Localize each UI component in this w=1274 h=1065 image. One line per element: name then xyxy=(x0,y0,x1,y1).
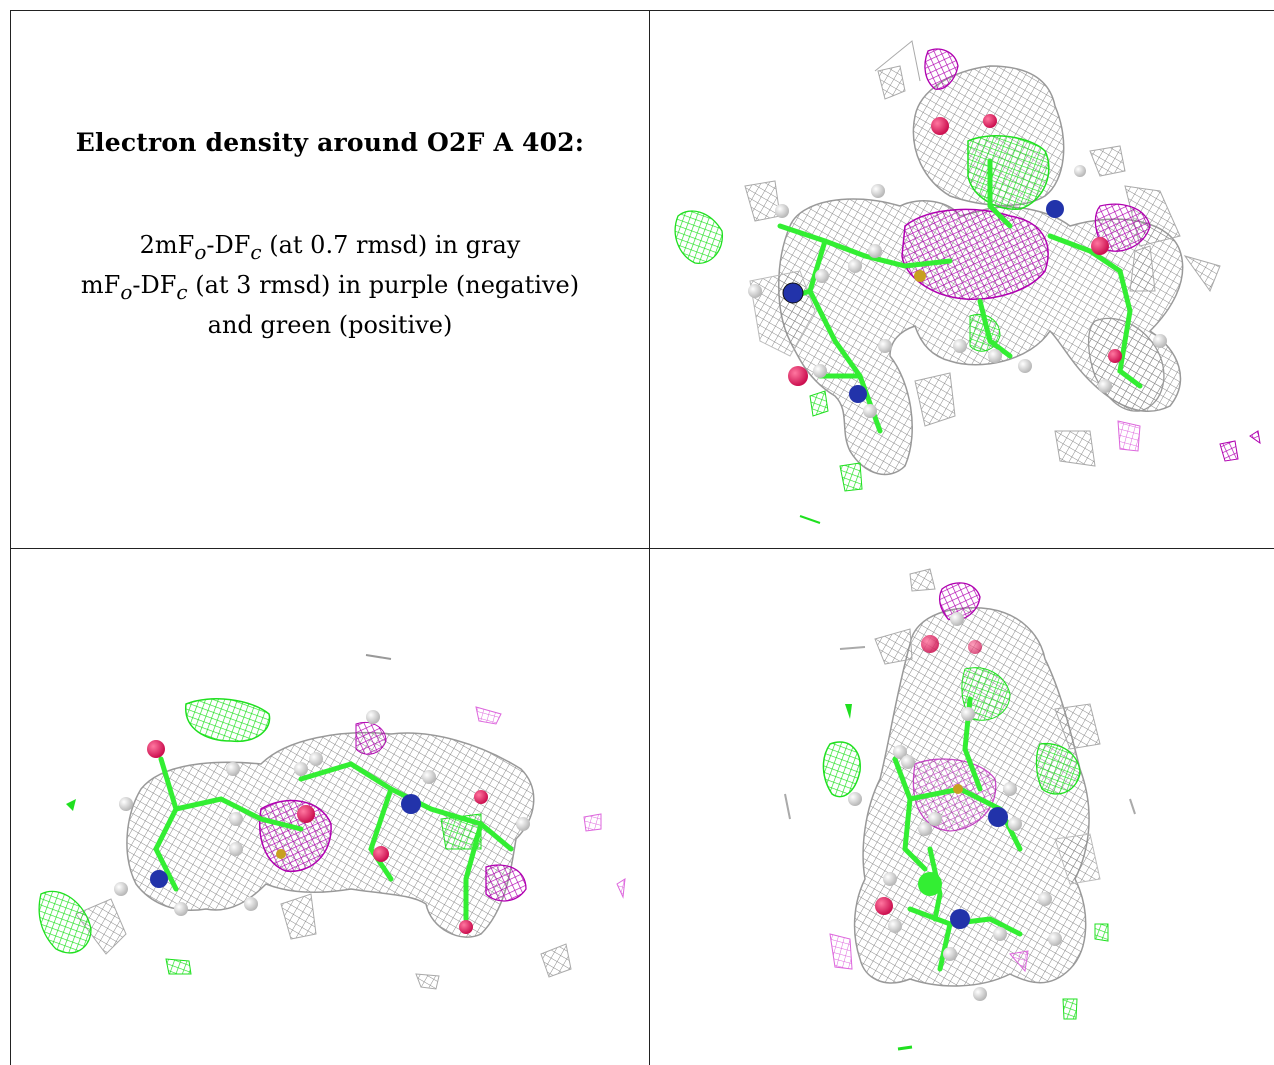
density-render xyxy=(784,568,1136,1051)
legend-text: (at 0.7 rmsd) in gray xyxy=(261,231,521,259)
table-border-center xyxy=(649,10,650,1065)
molecule-sticks xyxy=(892,696,1023,972)
green-density-mesh xyxy=(38,698,482,975)
legend-sub: o xyxy=(194,239,207,264)
legend-sub: c xyxy=(250,239,262,264)
green-density-mesh xyxy=(822,667,1109,1051)
legend-sub: o xyxy=(120,279,133,304)
caption-cell: Electron density around O2F A 402: 2mFo-… xyxy=(10,128,650,342)
atoms xyxy=(114,710,530,934)
density-render xyxy=(674,40,1261,524)
legend-text: 2mF xyxy=(139,231,195,259)
legend-line-2mfo: 2mFo-DFc (at 0.7 rmsd) in gray xyxy=(10,229,650,269)
table-border-top xyxy=(10,10,1274,11)
atoms xyxy=(848,612,1062,1001)
molecule-sticks xyxy=(153,756,514,922)
legend-sub: c xyxy=(176,279,188,304)
legend-line-green: and green (positive) xyxy=(207,310,453,339)
view-top-right xyxy=(650,11,1274,548)
legend-text: -DF xyxy=(206,231,251,259)
caption-title: Electron density around O2F A 402: xyxy=(75,128,585,157)
table-border-left xyxy=(10,10,11,1065)
legend-line-mfo: mFo-DFc (at 3 rmsd) in purple (negative) xyxy=(10,269,650,309)
density-render xyxy=(38,654,626,990)
view-bottom-left xyxy=(11,549,649,1065)
legend-text: (at 3 rmsd) in purple (negative) xyxy=(187,270,580,299)
view-bottom-right xyxy=(650,549,1274,1065)
purple-density-mesh xyxy=(901,48,1261,462)
table-border-middle xyxy=(10,548,1274,549)
atoms xyxy=(748,114,1167,418)
legend-text: mF xyxy=(80,270,121,299)
legend-text: -DF xyxy=(132,270,177,299)
